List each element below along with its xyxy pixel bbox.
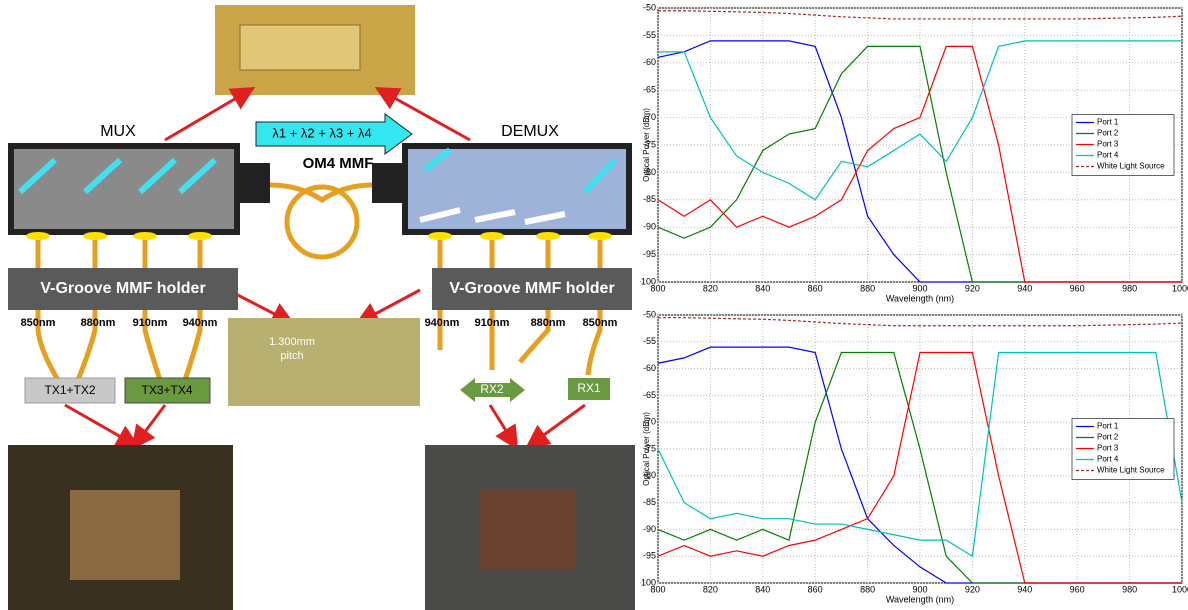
legend-label: Port 2 xyxy=(1097,129,1119,138)
x-tick-label: 960 xyxy=(1070,283,1085,293)
holder-label: V-Groove MMF holder xyxy=(449,280,614,297)
holder-label: V-Groove MMF holder xyxy=(40,280,205,297)
page: MUX DEMUX λ1 + λ2 + λ3 + λ4 OM4 MMF V-Gr… xyxy=(0,0,1188,610)
mux-inner xyxy=(14,149,234,229)
demux-neck xyxy=(372,163,410,203)
y-axis-label: Optical Power (dBm) xyxy=(642,412,651,486)
y-tick-label: -90 xyxy=(643,524,656,534)
x-tick-label: 940 xyxy=(1017,584,1032,594)
legend-label: Port 4 xyxy=(1097,455,1119,464)
legend-label: Port 3 xyxy=(1097,444,1119,453)
x-tick-label: 880 xyxy=(860,584,875,594)
pitch-value: 1.300mm xyxy=(269,336,315,348)
y-tick-label: -95 xyxy=(643,249,656,259)
y-tick-label: -55 xyxy=(643,30,656,40)
x-tick-label: 900 xyxy=(912,283,927,293)
y-tick-label: -65 xyxy=(643,85,656,95)
y-tick-label: -60 xyxy=(643,363,656,373)
legend-label: Port 1 xyxy=(1097,422,1119,431)
photo-detail xyxy=(240,25,360,70)
y-tick-label: -50 xyxy=(643,309,656,319)
x-axis-label: Wavelength (nm) xyxy=(886,594,954,604)
legend-label: Port 1 xyxy=(1097,118,1119,127)
y-tick-label: -85 xyxy=(643,497,656,507)
x-tick-label: 880 xyxy=(860,283,875,293)
x-tick-label: 800 xyxy=(650,584,665,594)
wl-label: 910nm xyxy=(133,317,168,329)
x-tick-label: 940 xyxy=(1017,283,1032,293)
wl-label: 850nm xyxy=(21,317,56,329)
legend-label: White Light Source xyxy=(1097,162,1165,171)
x-tick-label: 800 xyxy=(650,283,665,293)
mux-label: MUX xyxy=(100,123,136,140)
photo-holder xyxy=(228,318,420,406)
x-tick-label: 840 xyxy=(755,584,770,594)
legend-label: Port 3 xyxy=(1097,140,1119,149)
x-tick-label: 840 xyxy=(755,283,770,293)
y-axis-label: Optical Power (dBm) xyxy=(642,108,651,182)
pitch-label: pitch xyxy=(280,350,303,362)
legend-label: White Light Source xyxy=(1097,466,1165,475)
y-tick-label: -65 xyxy=(643,390,656,400)
legend-label: Port 4 xyxy=(1097,151,1119,160)
mux-neck xyxy=(232,163,270,203)
tx-label: TX1+TX2 xyxy=(44,383,95,397)
y-tick-label: -90 xyxy=(643,222,656,232)
x-tick-label: 900 xyxy=(912,584,927,594)
tx-label: TX3+TX4 xyxy=(141,383,192,397)
wl-label: 850nm xyxy=(583,317,618,329)
diagram: MUX DEMUX λ1 + λ2 + λ3 + λ4 OM4 MMF V-Gr… xyxy=(0,0,640,610)
x-tick-label: 820 xyxy=(703,584,718,594)
y-tick-label: -95 xyxy=(643,551,656,561)
y-tick-label: -85 xyxy=(643,194,656,204)
wl-label: 940nm xyxy=(183,317,218,329)
photo-detail xyxy=(70,490,180,580)
rx-label: RX1 xyxy=(577,381,601,395)
x-tick-label: 980 xyxy=(1122,283,1137,293)
fiber-label: OM4 MMF xyxy=(303,155,374,172)
photo-detail xyxy=(480,490,575,570)
x-tick-label: 1000 xyxy=(1172,584,1188,594)
wl-label: 880nm xyxy=(531,317,566,329)
x-tick-label: 920 xyxy=(965,584,980,594)
x-tick-label: 960 xyxy=(1070,584,1085,594)
x-tick-label: 980 xyxy=(1122,584,1137,594)
x-tick-label: 1000 xyxy=(1172,283,1188,293)
charts: -100-95-90-85-80-75-70-65-60-55-50800820… xyxy=(640,0,1188,610)
wl-label: 940nm xyxy=(425,317,460,329)
x-axis-label: Wavelength (nm) xyxy=(886,293,954,303)
wl-label: 880nm xyxy=(81,317,116,329)
x-tick-label: 920 xyxy=(965,283,980,293)
demux-label: DEMUX xyxy=(501,123,559,140)
y-tick-label: -60 xyxy=(643,57,656,67)
y-tick-label: -50 xyxy=(643,2,656,12)
y-tick-label: -55 xyxy=(643,336,656,346)
x-tick-label: 860 xyxy=(808,584,823,594)
wavelength-sum: λ1 + λ2 + λ3 + λ4 xyxy=(272,125,371,140)
legend-label: Port 2 xyxy=(1097,433,1119,442)
x-tick-label: 860 xyxy=(808,283,823,293)
x-tick-label: 820 xyxy=(703,283,718,293)
wl-label: 910nm xyxy=(475,317,510,329)
rx-label: RX2 xyxy=(480,382,504,396)
